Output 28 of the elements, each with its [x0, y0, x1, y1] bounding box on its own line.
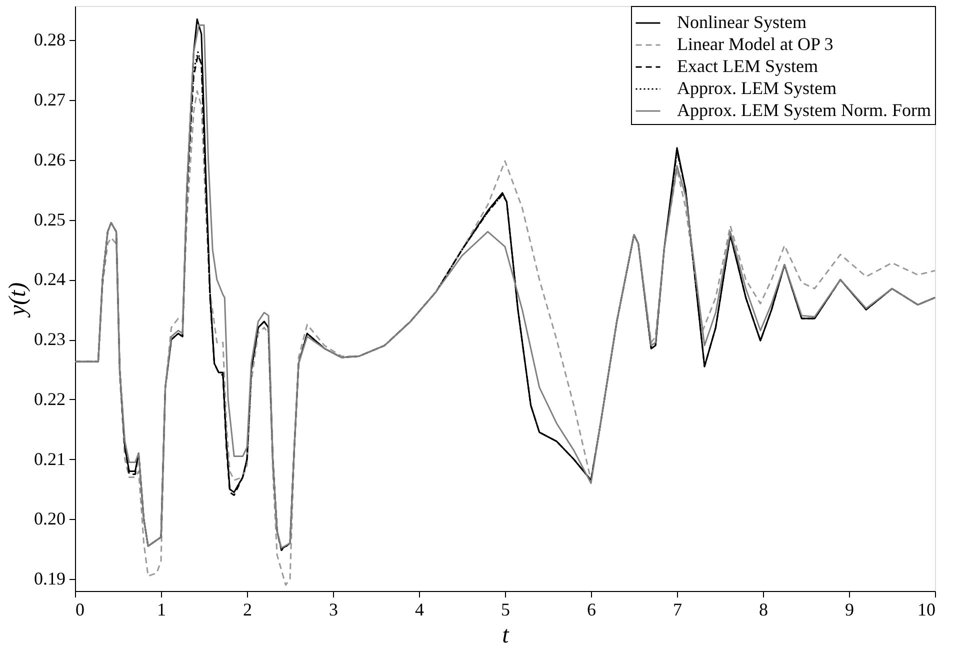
x-tick-label: 8 — [759, 600, 768, 620]
y-tick-label: 0.19 — [34, 568, 66, 589]
y-axis-title: y(t) — [5, 282, 31, 318]
x-tick-label: 0 — [76, 600, 84, 620]
y-tick-label: 0.27 — [34, 90, 66, 110]
y-tick-label: 0.20 — [34, 508, 66, 529]
legend-label: Nonlinear System — [677, 12, 806, 32]
x-tick-label: 6 — [587, 600, 596, 620]
y-tick-label: 0.26 — [34, 149, 66, 170]
y-tick-label: 0.28 — [34, 30, 66, 50]
y-tick-label: 0.23 — [34, 329, 66, 350]
x-tick-label: 4 — [415, 600, 424, 620]
legend-label: Exact LEM System — [677, 56, 818, 76]
x-tick-label: 2 — [243, 600, 252, 620]
legend-label: Linear Model at OP 3 — [677, 34, 834, 54]
x-tick-label: 5 — [501, 600, 510, 620]
y-tick-label: 0.22 — [34, 388, 66, 409]
y-tick-label: 0.25 — [34, 209, 66, 230]
x-tick-label: 7 — [673, 600, 682, 620]
legend-label: Approx. LEM System Norm. Form — [677, 100, 931, 120]
legend-label: Approx. LEM System — [677, 78, 836, 98]
x-tick-label: 1 — [157, 600, 166, 620]
x-axis-title: t — [502, 622, 510, 648]
x-tick-label: 10 — [918, 600, 936, 620]
x-tick-label: 3 — [329, 600, 338, 620]
x-tick-label: 9 — [845, 600, 854, 620]
y-tick-label: 0.24 — [34, 269, 66, 290]
y-tick-label: 0.21 — [34, 448, 66, 469]
